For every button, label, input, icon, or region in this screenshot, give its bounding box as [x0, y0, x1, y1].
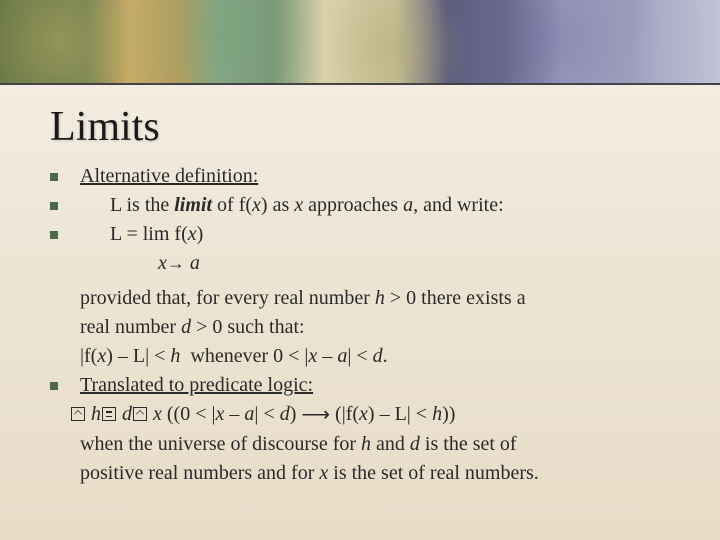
var: d	[122, 403, 132, 425]
var: x	[188, 223, 197, 245]
text: is the set of	[420, 433, 517, 455]
bullet-marker-icon	[50, 173, 58, 181]
bullet-marker-icon	[50, 382, 58, 390]
var: d	[181, 316, 191, 338]
emph: limit	[174, 194, 212, 216]
text: when the universe of discourse for	[80, 433, 361, 455]
slide-content: Limits Alternative definition: L is the …	[0, 85, 720, 509]
limit-subscript: x→ a	[50, 250, 670, 277]
paragraph: provided that, for every real number h >…	[50, 285, 670, 312]
text: L is the	[110, 194, 174, 216]
paragraph: real number d > 0 such that:	[50, 314, 670, 341]
paragraph: |f(x) – L| < h whenever 0 < |x – a| < d.	[50, 343, 670, 370]
bullet-label: Translated to predicate logic:	[80, 374, 313, 396]
bullet-list: Alternative definition: L is the limit o…	[50, 163, 670, 487]
text: of f(	[212, 194, 252, 216]
var: x	[294, 194, 303, 216]
text: ) – L| <	[368, 403, 432, 425]
paragraph: positive real numbers and for x is the s…	[50, 460, 670, 487]
var: h	[170, 345, 180, 367]
arrow-icon: →	[167, 251, 185, 275]
var: x	[359, 403, 368, 425]
var: x	[252, 194, 261, 216]
var: a	[190, 252, 200, 274]
exists-icon	[102, 407, 116, 421]
text: | <	[254, 403, 279, 425]
forall-icon	[133, 407, 147, 421]
text: is the set of real numbers.	[328, 462, 539, 484]
paragraph: when the universe of discourse for h and…	[50, 431, 670, 458]
logic-formula: h d x ((0 < |x – a| < d) ⟶ (|f(x) – L| <…	[50, 401, 670, 429]
var: h	[91, 403, 101, 425]
bullet-label: Alternative definition:	[80, 165, 258, 187]
var: d	[373, 345, 383, 367]
text: –	[224, 403, 244, 425]
var: x	[319, 462, 328, 484]
bullet-item: L is the limit of f(x) as x approaches a…	[50, 192, 670, 219]
arrow-icon: ⟶	[301, 402, 330, 429]
var: x	[308, 345, 317, 367]
var: x	[97, 345, 106, 367]
text: )	[290, 403, 297, 425]
text: > 0 there exists a	[385, 287, 526, 309]
var: h	[361, 433, 371, 455]
forall-icon	[71, 407, 85, 421]
text: positive real numbers and for	[80, 462, 319, 484]
var: x	[153, 403, 162, 425]
var: a	[337, 345, 347, 367]
text: ))	[442, 403, 455, 425]
continuation-block: provided that, for every real number h >…	[50, 285, 670, 487]
bullet-item: Translated to predicate logic:	[50, 372, 670, 399]
text: real number	[80, 316, 181, 338]
var: x	[158, 252, 167, 274]
text: approaches	[303, 194, 403, 216]
var: a	[244, 403, 254, 425]
bullet-marker-icon	[50, 202, 58, 210]
text: (|f(	[335, 403, 359, 425]
text: , and write:	[413, 194, 504, 216]
text: )	[197, 223, 204, 245]
text: L = lim f(	[110, 223, 188, 245]
slide-title: Limits	[50, 103, 670, 151]
var: a	[403, 194, 413, 216]
var: h	[432, 403, 442, 425]
bullet-marker-icon	[50, 231, 58, 239]
decorative-banner	[0, 0, 720, 85]
text: ((0 < |	[167, 403, 216, 425]
text: provided that, for every real number	[80, 287, 375, 309]
text: ) as	[261, 194, 294, 216]
var: d	[410, 433, 420, 455]
text: > 0 such that:	[191, 316, 305, 338]
bullet-item: L = lim f(x)	[50, 221, 670, 248]
text: and	[371, 433, 410, 455]
var: d	[280, 403, 290, 425]
bullet-item: Alternative definition:	[50, 163, 670, 190]
var: h	[375, 287, 385, 309]
